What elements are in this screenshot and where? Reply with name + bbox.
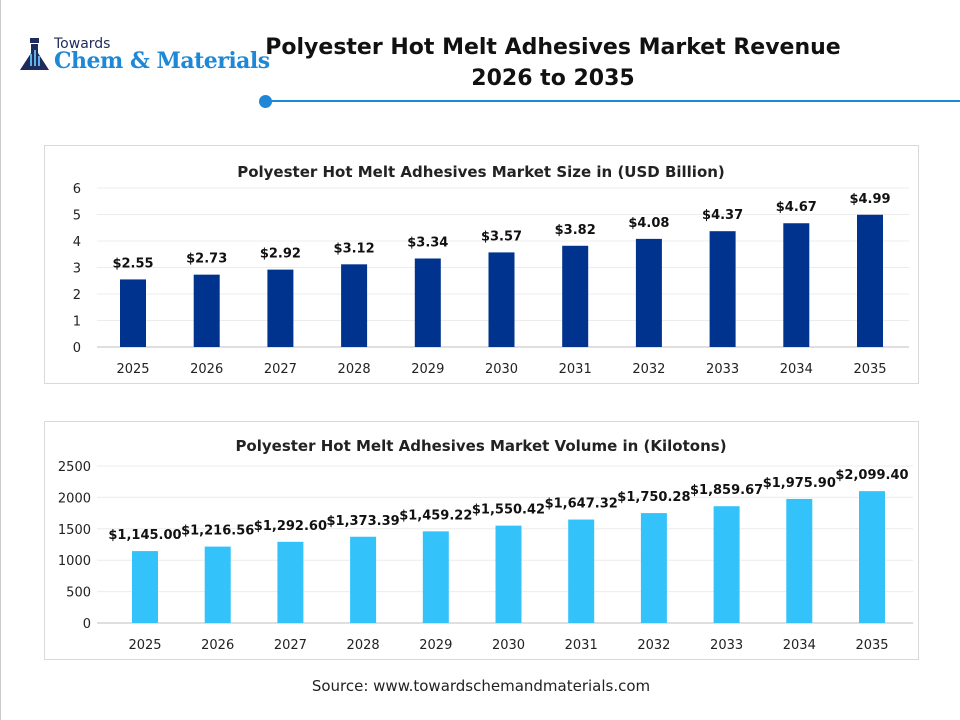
data-label: $1,216.56 [181,524,254,539]
bar-2031 [562,245,589,347]
x-tick-label: 2034 [783,638,816,653]
x-tick-label: 2028 [338,362,371,377]
y-tick-label: 0 [73,341,81,356]
y-tick-label: 500 [66,586,91,601]
data-label: $4.99 [849,192,890,207]
x-tick-label: 2031 [565,638,598,653]
data-label: $4.08 [628,216,669,231]
data-label: $2.92 [260,247,301,262]
data-label: $1,750.28 [617,490,690,505]
y-tick-label: 4 [73,235,81,250]
revenue-chart: Polyester Hot Melt Adhesives Market Size… [73,163,909,377]
x-tick-label: 2034 [780,362,813,377]
title-line-2: 2026 to 2035 [471,66,635,91]
bar-2030 [495,525,522,623]
data-label: $3.12 [334,241,375,256]
data-label: $1,145.00 [108,528,181,543]
logo-brand-text: Chem & Materials [54,48,270,74]
x-tick-label: 2032 [632,362,665,377]
data-label: $1,459.22 [399,508,472,523]
x-tick-label: 2035 [853,362,886,377]
bar-2028 [350,536,377,623]
data-label: $1,647.32 [545,497,618,512]
x-tick-label: 2028 [347,638,380,653]
x-tick-label: 2030 [485,362,518,377]
bar-2025 [120,279,146,347]
bar-2025 [132,551,158,623]
title-line-1: Polyester Hot Melt Adhesives Market Reve… [265,35,841,60]
y-tick-label: 1500 [58,523,91,538]
data-label: $1,292.60 [254,519,327,534]
volume-chart: Polyester Hot Melt Adhesives Market Volu… [58,437,913,653]
bar-2026 [204,546,231,623]
y-tick-label: 2500 [58,460,91,475]
logo-small-text: Towards [54,36,111,52]
data-label: $1,859.67 [690,483,763,498]
y-tick-label: 5 [73,209,81,224]
data-label: $1,975.90 [763,476,836,491]
divider-dot [259,95,272,108]
x-tick-label: 2031 [559,362,592,377]
revenue-chart-panel: Polyester Hot Melt Adhesives Market Size… [44,145,919,384]
source-text: Source: www.towardschemandmaterials.com [311,677,651,695]
data-label: $1,550.42 [472,503,545,518]
x-tick-label: 2033 [710,638,743,653]
bar-2033 [713,506,740,623]
data-label: $2.55 [112,256,153,271]
bar-2030 [488,252,515,347]
x-tick-label: 2035 [855,638,888,653]
bar-2034 [786,498,813,623]
bar-2027 [267,269,294,347]
x-tick-label: 2029 [419,638,452,653]
x-tick-label: 2026 [201,638,234,653]
bar-2029 [422,531,449,623]
y-tick-label: 2000 [58,491,91,506]
bar-2029 [414,258,441,347]
data-label: $3.82 [555,223,596,238]
y-tick-label: 1 [73,315,81,330]
y-tick-label: 6 [73,182,81,197]
chart-title: Polyester Hot Melt Adhesives Market Size… [237,163,725,181]
x-tick-label: 2032 [637,638,670,653]
y-tick-label: 3 [73,262,81,277]
chart-title: Polyester Hot Melt Adhesives Market Volu… [235,437,726,455]
data-label: $2,099.40 [835,468,908,483]
volume-chart-panel: Polyester Hot Melt Adhesives Market Volu… [44,421,919,660]
x-tick-label: 2027 [264,362,297,377]
data-label: $4.37 [702,208,743,223]
bar-2027 [277,541,304,623]
bar-2028 [341,264,368,347]
bar-2031 [568,519,595,623]
data-label: $3.57 [481,229,522,244]
x-tick-label: 2030 [492,638,525,653]
page-title: Polyester Hot Melt Adhesives Market Reve… [203,32,903,94]
bar-2035 [859,491,885,623]
bar-2026 [193,274,220,347]
x-tick-label: 2027 [274,638,307,653]
bar-2032 [640,513,667,623]
data-label: $3.34 [407,235,448,250]
title-divider [266,100,960,102]
x-tick-label: 2029 [411,362,444,377]
x-tick-label: 2025 [128,638,161,653]
data-label: $2.73 [186,252,227,267]
x-tick-label: 2033 [706,362,739,377]
y-tick-label: 0 [83,617,91,632]
x-tick-label: 2025 [116,362,149,377]
data-label: $4.67 [776,200,817,215]
flask-icon [20,38,49,70]
bar-2035 [857,214,883,347]
bar-2033 [709,231,736,347]
y-tick-label: 1000 [58,554,91,569]
bar-2034 [783,223,810,347]
x-tick-label: 2026 [190,362,223,377]
bar-2032 [635,238,662,347]
y-tick-label: 2 [73,288,81,303]
data-label: $1,373.39 [326,514,399,529]
